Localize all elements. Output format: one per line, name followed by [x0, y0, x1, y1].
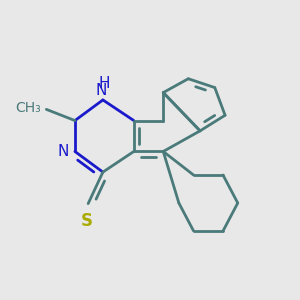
Text: H: H	[99, 76, 110, 91]
Text: N: N	[96, 83, 107, 98]
Text: CH₃: CH₃	[15, 101, 41, 115]
Text: S: S	[81, 212, 93, 230]
Text: N: N	[58, 144, 69, 159]
